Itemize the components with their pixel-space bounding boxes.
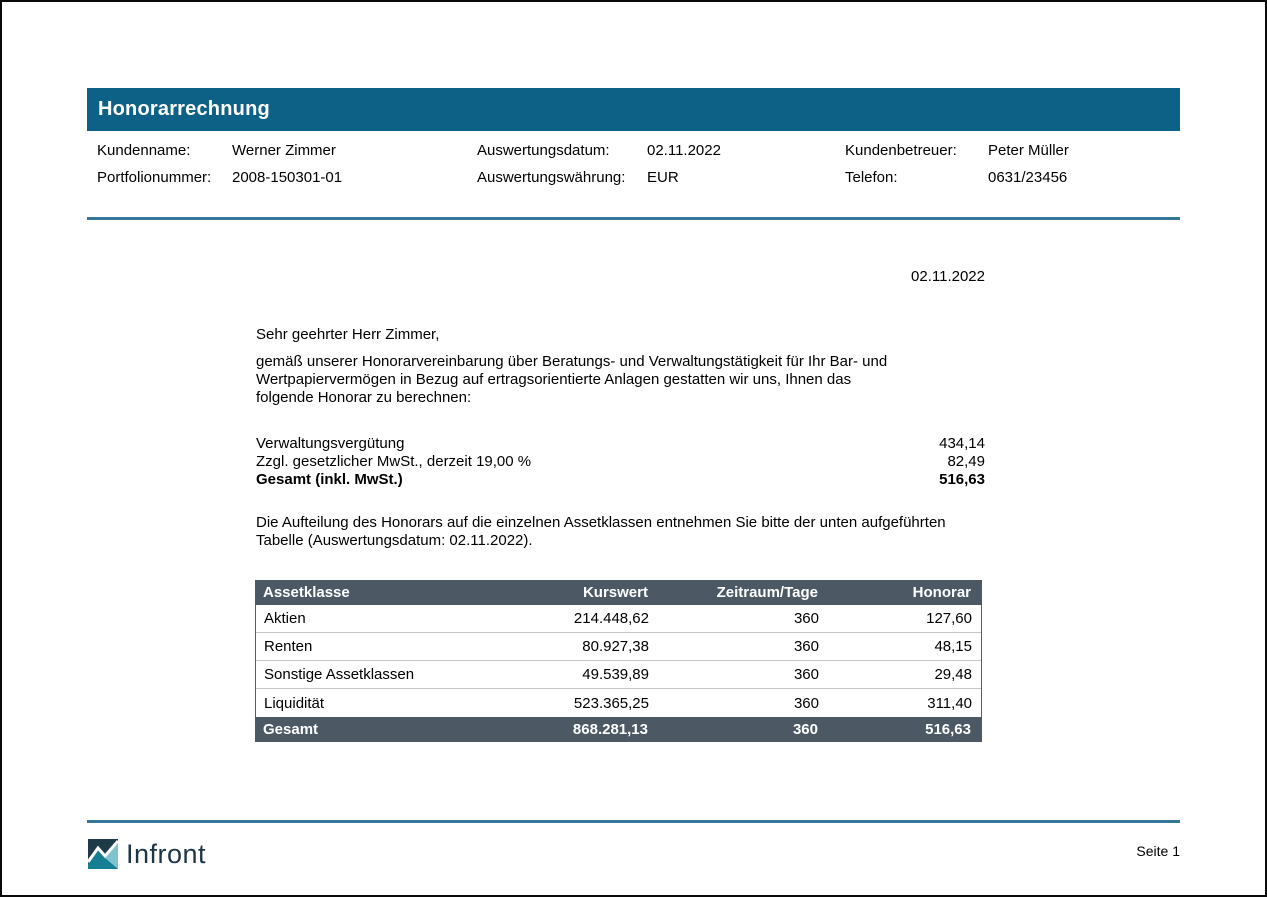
- asset-table-header-row: Assetklasse Kurswert Zeitraum/Tage Honor…: [255, 580, 982, 605]
- table-intro-paragraph: Die Aufteilung des Honorars auf die einz…: [256, 514, 946, 550]
- table-row-aktien: Aktien 214.448,62 360 127,60: [256, 605, 981, 633]
- column-header-honorar: Honorar: [912, 584, 971, 601]
- fee-label: Zzgl. gesetzlicher MwSt., derzeit 19,00 …: [256, 453, 532, 470]
- info-label-kundenbetreuer: Kundenbetreuer:: [845, 142, 957, 159]
- page-number: Seite 1: [1136, 843, 1180, 859]
- fee-label: Verwaltungsvergütung: [256, 435, 405, 452]
- fee-value: 82,49: [947, 453, 985, 470]
- infront-logo: Infront: [86, 839, 207, 869]
- info-value-auswertungsdatum: 02.11.2022: [647, 142, 721, 159]
- cell-assetklasse: Sonstige Assetklassen: [264, 666, 415, 683]
- fee-line-gesamt: Gesamt (inkl. MwSt.) 516,63: [256, 471, 985, 489]
- info-value-portfolionummer: 2008-150301-01: [232, 169, 343, 186]
- info-label-auswertungsdatum: Auswertungsdatum:: [477, 142, 610, 159]
- cell-honorar: 29,48: [934, 666, 972, 683]
- cell-honorar: 48,15: [934, 638, 972, 655]
- info-value-telefon: 0631/23456: [988, 169, 1068, 186]
- info-label-portfolionummer: Portfolionummer:: [97, 169, 212, 186]
- cell-honorar: 311,40: [927, 694, 972, 712]
- table-row-renten: Renten 80.927,38 360 48,15: [256, 633, 981, 661]
- asset-class-table: Assetklasse Kurswert Zeitraum/Tage Honor…: [255, 580, 982, 742]
- infront-logo-icon: [86, 839, 120, 869]
- letter-body-line: folgende Honorar zu berechnen:: [256, 389, 472, 406]
- cell-total-honorar: 516,63: [925, 721, 971, 738]
- cell-zeitraum: 360: [793, 666, 819, 683]
- cell-total-zeitraum: 360: [792, 721, 818, 738]
- cell-assetklasse: Aktien: [264, 610, 306, 627]
- column-header-assetklasse: Assetklasse: [263, 584, 350, 601]
- header-divider-rule: [87, 217, 1180, 220]
- info-label-auswertungswaehrung: Auswertungswährung:: [477, 169, 626, 186]
- fee-line-verwaltungsverguetung: Verwaltungsvergütung 434,14: [256, 435, 985, 453]
- info-value-kundenbetreuer: Peter Müller: [988, 142, 1069, 159]
- table-intro-line: Tabelle (Auswertungsdatum: 02.11.2022).: [256, 532, 533, 549]
- cell-zeitraum: 360: [793, 694, 819, 712]
- cell-kurswert: 80.927,38: [582, 638, 649, 655]
- cell-kurswert: 49.539,89: [582, 666, 649, 683]
- footer-divider-rule: [87, 820, 1180, 823]
- cell-kurswert: 214.448,62: [573, 610, 649, 627]
- letter-date: 02.11.2022: [911, 268, 985, 285]
- fee-line-mwst: Zzgl. gesetzlicher MwSt., derzeit 19,00 …: [256, 453, 985, 471]
- cell-assetklasse: Renten: [264, 638, 313, 655]
- infront-logo-wordmark: Infront: [126, 839, 207, 869]
- page-title: Honorarrechnung: [98, 98, 270, 120]
- table-row-sonstige-assetklassen: Sonstige Assetklassen 49.539,89 360 29,4…: [256, 661, 981, 689]
- fee-value: 516,63: [939, 471, 985, 488]
- info-label-kundenname: Kundenname:: [97, 142, 191, 159]
- fee-summary: Verwaltungsvergütung 434,14 Zzgl. gesetz…: [256, 435, 985, 489]
- letter-salutation: Sehr geehrter Herr Zimmer,: [256, 326, 440, 343]
- table-intro-line: Die Aufteilung des Honorars auf die einz…: [256, 514, 946, 531]
- cell-honorar: 127,60: [926, 610, 972, 627]
- fee-label: Gesamt (inkl. MwSt.): [256, 471, 403, 488]
- info-label-telefon: Telefon:: [845, 169, 898, 186]
- info-value-auswertungswaehrung: EUR: [647, 169, 679, 186]
- column-header-kurswert: Kurswert: [582, 584, 648, 601]
- fee-value: 434,14: [939, 435, 985, 452]
- letter-body-line: Wertpapiervermögen in Bezug auf ertragso…: [256, 371, 852, 388]
- cell-total-label: Gesamt: [263, 721, 319, 738]
- column-header-zeitraum-tage: Zeitraum/Tage: [716, 584, 818, 601]
- cell-zeitraum: 360: [793, 610, 819, 627]
- asset-table-body: Aktien 214.448,62 360 127,60 Renten 80.9…: [255, 605, 982, 717]
- cell-kurswert: 523.365,25: [573, 694, 649, 712]
- info-value-kundenname: Werner Zimmer: [232, 142, 336, 159]
- letter-body-paragraph: gemäß unserer Honorarvereinbarung über B…: [256, 353, 887, 407]
- table-row-liquiditaet: Liquidität 523.365,25 360 311,40: [256, 689, 981, 717]
- cell-total-kurswert: 868.281,13: [572, 721, 648, 738]
- document-title-bar: Honorarrechnung: [87, 88, 1180, 131]
- cell-assetklasse: Liquidität: [264, 694, 325, 712]
- letter-body-line: gemäß unserer Honorarvereinbarung über B…: [256, 353, 888, 370]
- asset-table-total-row: Gesamt 868.281,13 360 516,63: [255, 717, 982, 742]
- cell-zeitraum: 360: [793, 638, 819, 655]
